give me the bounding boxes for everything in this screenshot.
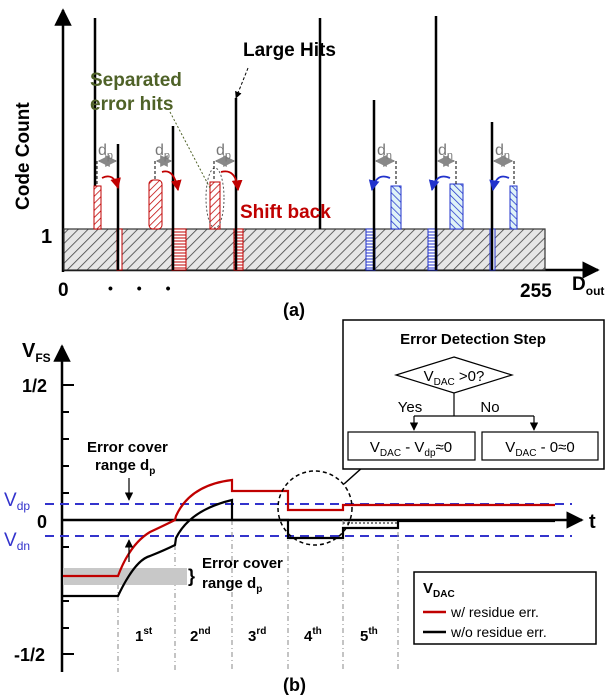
a-x-axis-label: Dout xyxy=(572,274,604,298)
step-label-5: 5th xyxy=(360,626,378,645)
cover-range-bottom-1: Error cover xyxy=(202,555,283,572)
no-output-box xyxy=(481,431,599,461)
b-y-axis-label: VFS xyxy=(22,340,51,365)
a-x-end: 255 xyxy=(520,281,552,302)
large-hits-label: Large Hits xyxy=(243,40,336,61)
no-output-text: VDAC - 0≈0 xyxy=(505,439,574,459)
tick-minus-half: -1/2 xyxy=(14,645,45,665)
dn-label: dn xyxy=(438,142,453,162)
a-y-tick-1: 1 xyxy=(41,226,52,248)
step-label-2: 2nd xyxy=(190,626,211,645)
cover-range-top-1: Error cover xyxy=(87,439,168,456)
error-hit-red xyxy=(93,185,102,230)
legend-black-label: w/o residue err. xyxy=(450,624,547,640)
decision-text: VDAC >0? xyxy=(424,368,485,388)
shift-back-label: Shift back xyxy=(240,202,331,223)
yes-label: Yes xyxy=(398,399,422,416)
vdp-label: Vdp xyxy=(4,490,30,513)
tick-zero: 0 xyxy=(37,512,47,532)
dn-label: dn xyxy=(377,142,392,162)
tick-half: 1/2 xyxy=(22,376,47,396)
ellipsis: • • • xyxy=(108,280,180,296)
dp-label: dp xyxy=(155,142,170,162)
cover-range-bottom-2: range dp xyxy=(202,575,262,595)
caption-b: (b) xyxy=(283,675,306,695)
caption-a: (a) xyxy=(283,300,305,320)
yes-output-text: VDAC - Vdp≈0 xyxy=(370,439,452,459)
step-label-4: 4th xyxy=(304,626,322,645)
separated-error-hits-label-2: error hits xyxy=(90,94,173,115)
a-x-zero: 0 xyxy=(58,280,69,301)
dp-label: dp xyxy=(98,142,113,162)
yes-output-box xyxy=(347,431,476,461)
highlight-circle xyxy=(277,470,353,546)
vdn-label: Vdn xyxy=(4,530,30,553)
dp-label: dp xyxy=(216,142,231,162)
no-label: No xyxy=(480,399,499,416)
error-hit-red xyxy=(148,179,163,230)
separated-error-hits-label-1: Separated xyxy=(90,70,182,91)
legend-red-label: w/ residue err. xyxy=(450,604,539,620)
step-label-1: 1st xyxy=(135,626,153,645)
error-hit-blue xyxy=(390,185,402,230)
trace-without-residue xyxy=(63,498,555,598)
error-detection-title: Error Detection Step xyxy=(400,331,546,348)
cover-range-top-2: range dp xyxy=(95,457,155,477)
panel-a: Code Count 1 0 255 Dout Large Hits Separ… xyxy=(13,8,604,320)
trace-with-residue xyxy=(63,478,555,578)
error-hit-blue xyxy=(509,185,518,230)
t-axis-label: t xyxy=(589,511,596,533)
a-y-axis-label: Code Count xyxy=(13,102,34,210)
step-label-3: 3rd xyxy=(248,626,266,645)
panel-b: } VFS 1/2 0 -1/2 Vdp Vdn t Error cover r… xyxy=(4,319,605,695)
dn-label: dn xyxy=(495,142,510,162)
uniform-code-region xyxy=(63,228,546,271)
error-hit-red xyxy=(209,181,221,230)
error-hit-blue xyxy=(449,183,464,230)
legend-title: VDAC xyxy=(423,580,455,600)
error-cover-band xyxy=(63,568,187,585)
svg-text:}: } xyxy=(188,566,195,586)
